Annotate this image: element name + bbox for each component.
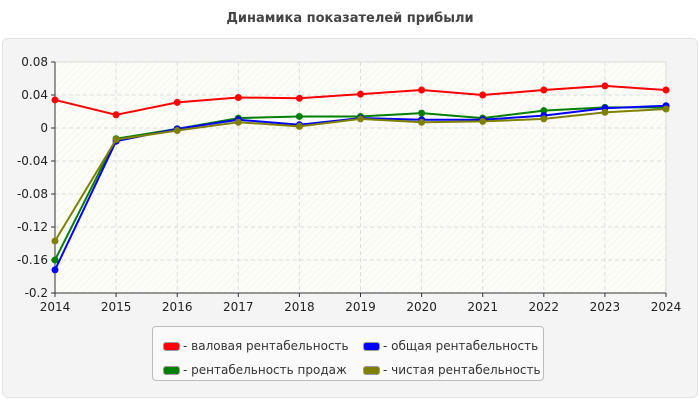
legend-swatch bbox=[363, 365, 380, 375]
y-tick-label: -0.08 bbox=[17, 187, 48, 201]
data-point bbox=[601, 82, 609, 90]
data-point bbox=[234, 118, 242, 126]
data-point bbox=[357, 115, 364, 123]
data-point bbox=[418, 86, 426, 94]
legend-label: - чистая рентабельность bbox=[383, 363, 541, 377]
y-tick-label: -0.2 bbox=[25, 286, 48, 300]
data-point bbox=[51, 266, 59, 274]
data-point bbox=[51, 237, 59, 245]
data-point bbox=[295, 94, 303, 102]
data-point bbox=[479, 91, 487, 99]
x-tick-label: 2024 bbox=[651, 300, 682, 314]
data-point bbox=[662, 86, 670, 94]
data-point bbox=[173, 98, 181, 106]
y-tick-label: -0.12 bbox=[17, 220, 48, 234]
legend-item: - общая рентабельность bbox=[363, 336, 553, 356]
x-tick-label: 2015 bbox=[101, 300, 132, 314]
x-tick-label: 2016 bbox=[162, 300, 193, 314]
legend-label: - рентабельность продаж bbox=[183, 363, 347, 377]
legend-label: - общая рентабельность bbox=[383, 339, 539, 353]
data-point bbox=[357, 90, 364, 98]
data-point bbox=[295, 122, 303, 130]
data-point bbox=[51, 256, 59, 264]
legend-swatch bbox=[163, 341, 180, 351]
legend-item: - рентабельность продаж bbox=[163, 360, 363, 380]
chart-title: Динамика показателей прибыли bbox=[226, 11, 474, 26]
y-tick-label: -0.04 bbox=[17, 154, 48, 168]
data-point bbox=[479, 117, 487, 125]
legend-label: - валовая рентабельность bbox=[183, 339, 349, 353]
x-tick-label: 2021 bbox=[467, 300, 498, 314]
x-tick-label: 2017 bbox=[223, 300, 254, 314]
legend-swatch bbox=[163, 365, 180, 375]
data-point bbox=[418, 109, 426, 117]
data-point bbox=[601, 108, 609, 116]
y-tick-label: -0.16 bbox=[17, 253, 48, 267]
x-tick-label: 2014 bbox=[40, 300, 71, 314]
data-point bbox=[112, 136, 120, 144]
legend-item: - валовая рентабельность bbox=[163, 336, 363, 356]
y-tick-label: 0.08 bbox=[21, 55, 48, 69]
x-tick-label: 2020 bbox=[406, 300, 437, 314]
x-tick-label: 2022 bbox=[529, 300, 560, 314]
x-tick-label: 2023 bbox=[590, 300, 621, 314]
data-point bbox=[662, 105, 670, 113]
y-tick-label: 0.04 bbox=[21, 88, 48, 102]
data-point bbox=[418, 118, 426, 126]
legend-item: - чистая рентабельность bbox=[363, 360, 553, 380]
data-point bbox=[112, 111, 120, 119]
data-point bbox=[173, 126, 181, 134]
x-tick-label: 2019 bbox=[345, 300, 376, 314]
data-point bbox=[540, 107, 548, 115]
data-point bbox=[295, 112, 303, 120]
x-tick-label: 2018 bbox=[284, 300, 315, 314]
data-point bbox=[234, 93, 242, 101]
legend: - валовая рентабельность - общая рентабе… bbox=[152, 326, 544, 381]
y-tick-label: 0 bbox=[40, 121, 48, 135]
data-point bbox=[540, 86, 548, 94]
data-point bbox=[51, 96, 59, 104]
data-point bbox=[540, 115, 548, 123]
legend-swatch bbox=[363, 341, 380, 351]
